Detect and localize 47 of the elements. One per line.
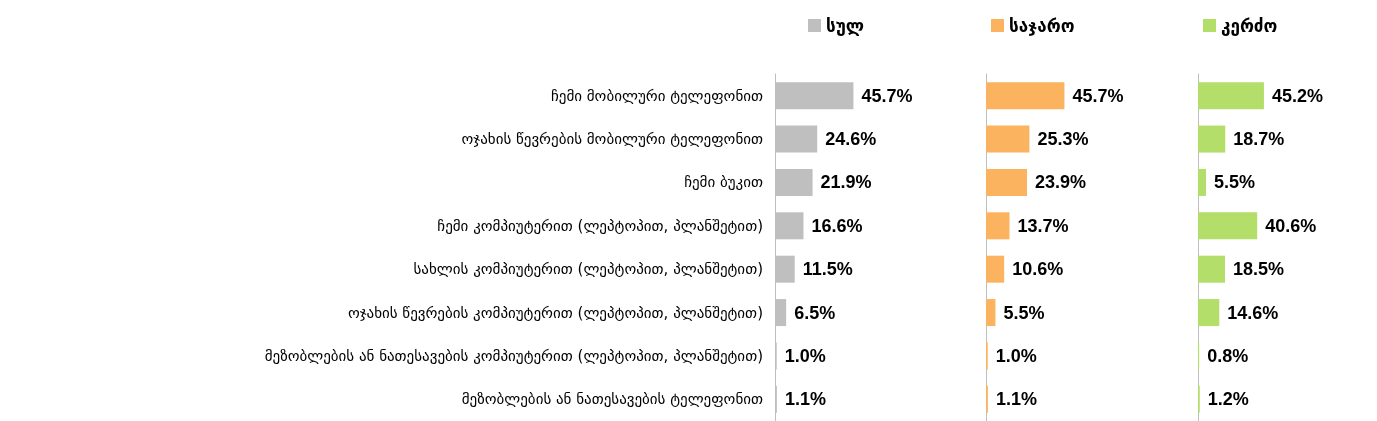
data-label: 5.5% xyxy=(1003,302,1045,323)
legend-label: კერძო xyxy=(1221,15,1278,36)
data-label: 23.9% xyxy=(1035,172,1087,193)
bar xyxy=(1198,168,1207,196)
data-label: 45.7% xyxy=(861,85,913,106)
bar xyxy=(1198,125,1226,153)
legend-label: სულ xyxy=(826,15,864,36)
y-tick-label: ჩემი ბუკით xyxy=(684,173,763,192)
y-tick-label: ოჯახის წევრების მობილური ტელეფონით xyxy=(461,130,763,149)
y-tick-label: ჩემი მობილური ტელეფონით xyxy=(550,86,763,105)
data-label: 11.5% xyxy=(802,259,853,280)
y-tick-label: ოჯახის წევრების კომპიუტერით (ლეპტოპით, პლანშეტით) xyxy=(347,303,763,322)
data-label: 1.1% xyxy=(995,389,1037,410)
bar xyxy=(986,299,996,327)
data-label: 45.2% xyxy=(1271,85,1323,106)
y-tick-label: მეზობლების ან ნათესავების ტელეფონით xyxy=(461,390,763,409)
data-label: 14.6% xyxy=(1227,302,1279,323)
bar xyxy=(1198,82,1264,110)
data-label: 40.6% xyxy=(1265,215,1317,236)
data-label: 21.9% xyxy=(820,172,872,193)
data-label: 13.7% xyxy=(1017,215,1069,236)
data-label: 18.7% xyxy=(1233,129,1285,150)
data-label: 5.5% xyxy=(1214,172,1256,193)
bar xyxy=(1198,212,1258,240)
data-label: 1.0% xyxy=(995,345,1037,366)
data-label: 1.1% xyxy=(784,389,826,410)
bar xyxy=(986,255,1005,283)
data-label: 25.3% xyxy=(1037,129,1089,150)
bar xyxy=(986,212,1010,240)
data-label: 10.6% xyxy=(1012,259,1064,280)
y-tick-label: მეზობლების ან ნათესავების კომპიუტერით (ლეპტოპით, პლანშეტით) xyxy=(264,346,763,365)
data-label: 1.0% xyxy=(784,345,826,366)
data-label: 16.6% xyxy=(811,215,863,236)
data-label: 24.6% xyxy=(825,129,877,150)
y-tick-label: სახლის კომპიუტერით (ლეპტოპით, პლანშეტით) xyxy=(413,260,763,279)
data-label: 0.8% xyxy=(1207,345,1249,366)
bar xyxy=(986,125,1030,153)
bar xyxy=(986,82,1065,110)
data-label: 18.5% xyxy=(1232,259,1285,280)
legend-label: საჯარო xyxy=(1009,15,1075,36)
y-tick-label: ჩემი კომპიუტერით (ლეპტოპით, პლანშეტით) xyxy=(437,216,763,235)
data-label: 45.7% xyxy=(1072,85,1124,106)
bar xyxy=(1198,255,1225,283)
bar xyxy=(986,168,1028,196)
data-label: 6.5% xyxy=(794,302,836,323)
bar xyxy=(1198,299,1220,327)
data-label: 1.2% xyxy=(1207,389,1249,410)
